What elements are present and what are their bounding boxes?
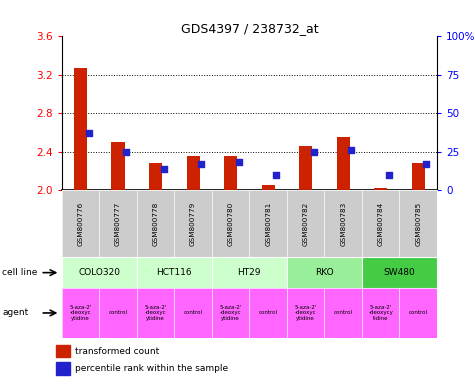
Point bbox=[423, 161, 430, 167]
Text: control: control bbox=[108, 310, 127, 316]
Text: agent: agent bbox=[2, 308, 28, 318]
Text: HT29: HT29 bbox=[238, 268, 261, 277]
Point bbox=[385, 172, 393, 178]
Bar bbox=[262, 185, 275, 190]
Text: GSM800780: GSM800780 bbox=[228, 202, 234, 246]
Point bbox=[198, 161, 205, 167]
Point bbox=[235, 159, 243, 166]
Bar bbox=[74, 68, 87, 190]
Text: control: control bbox=[258, 310, 277, 316]
Text: GSM800779: GSM800779 bbox=[190, 202, 196, 246]
Bar bbox=[337, 137, 350, 190]
Text: COLO320: COLO320 bbox=[78, 268, 120, 277]
Point bbox=[85, 130, 93, 136]
Bar bbox=[299, 146, 312, 190]
Bar bbox=[112, 142, 124, 190]
Text: 5-aza-2'
-deoxyc
ytidine: 5-aza-2' -deoxyc ytidine bbox=[144, 305, 167, 321]
Title: GDS4397 / 238732_at: GDS4397 / 238732_at bbox=[180, 22, 318, 35]
Text: 5-aza-2'
-deoxyc
ytidine: 5-aza-2' -deoxyc ytidine bbox=[69, 305, 92, 321]
Text: GSM800776: GSM800776 bbox=[77, 202, 84, 246]
Bar bbox=[412, 163, 425, 190]
Text: 5-aza-2'
-deoxyc
ytidine: 5-aza-2' -deoxyc ytidine bbox=[219, 305, 242, 321]
Bar bbox=[56, 362, 69, 375]
Text: GSM800783: GSM800783 bbox=[340, 202, 346, 246]
Text: cell line: cell line bbox=[2, 268, 38, 277]
Text: GSM800784: GSM800784 bbox=[378, 202, 384, 246]
Text: 5-aza-2'
-deoxycy
tidine: 5-aza-2' -deoxycy tidine bbox=[368, 305, 393, 321]
Bar bbox=[224, 157, 237, 190]
Text: control: control bbox=[408, 310, 428, 316]
Point bbox=[310, 149, 318, 155]
Bar bbox=[374, 188, 387, 190]
Text: RKO: RKO bbox=[315, 268, 334, 277]
Bar bbox=[149, 163, 162, 190]
Point bbox=[348, 147, 355, 153]
Point bbox=[123, 149, 130, 155]
Text: transformed count: transformed count bbox=[76, 347, 160, 356]
Text: 5-aza-2'
-deoxyc
ytidine: 5-aza-2' -deoxyc ytidine bbox=[294, 305, 317, 321]
Text: control: control bbox=[183, 310, 202, 316]
Text: GSM800778: GSM800778 bbox=[152, 202, 159, 246]
Text: GSM800777: GSM800777 bbox=[115, 202, 121, 246]
Bar bbox=[187, 157, 200, 190]
Text: percentile rank within the sample: percentile rank within the sample bbox=[76, 364, 228, 373]
Text: GSM800785: GSM800785 bbox=[415, 202, 421, 246]
Text: HCT116: HCT116 bbox=[157, 268, 192, 277]
Point bbox=[160, 166, 168, 172]
Text: GSM800781: GSM800781 bbox=[265, 202, 271, 246]
Bar bbox=[56, 345, 69, 357]
Text: control: control bbox=[333, 310, 352, 316]
Text: GSM800782: GSM800782 bbox=[303, 202, 309, 246]
Text: SW480: SW480 bbox=[384, 268, 415, 277]
Point bbox=[273, 172, 280, 178]
